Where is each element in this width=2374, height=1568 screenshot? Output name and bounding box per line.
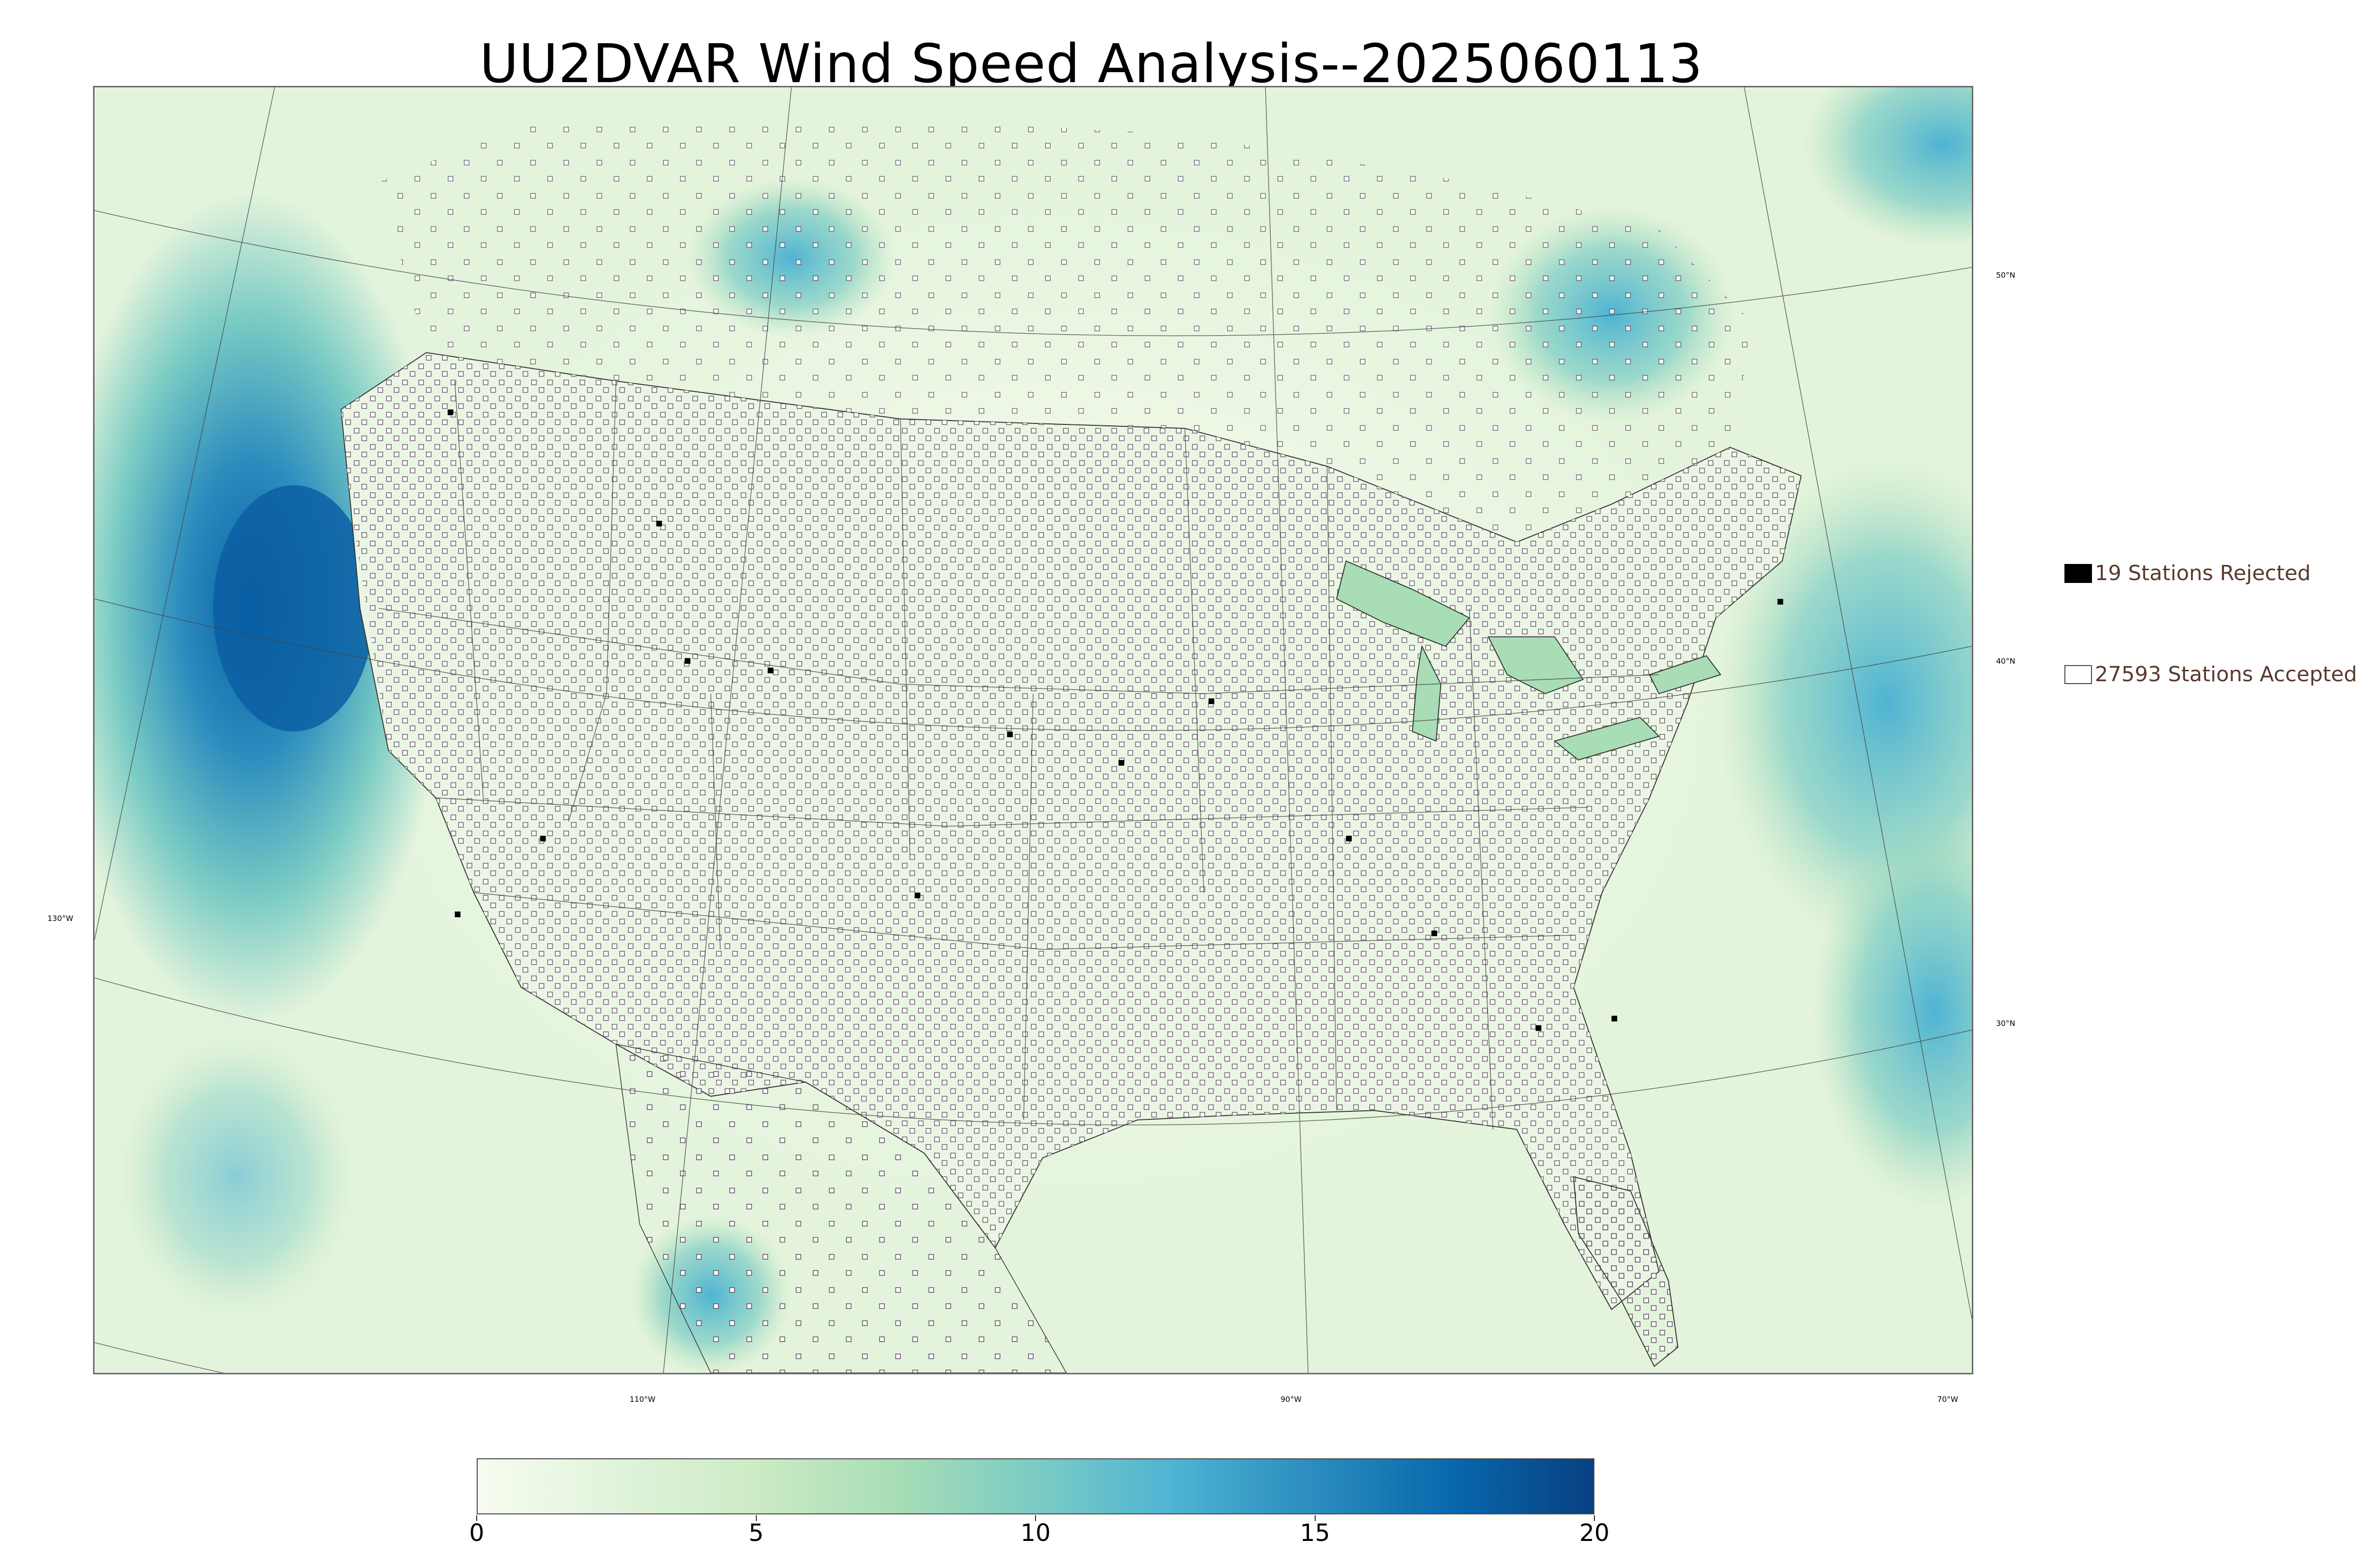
colorbar-tick-label: 15	[1300, 1519, 1330, 1547]
legend-rejected-label: 19 Stations Rejected	[2095, 561, 2311, 585]
legend-accepted-label: 27593 Stations Accepted	[2095, 662, 2357, 686]
legend-rejected: 19 Stations Rejected	[2064, 561, 2311, 585]
lon-label-70w: 70°W	[1937, 1395, 1959, 1404]
colorbar-tick-label: 5	[748, 1519, 764, 1547]
lon-label-110w: 110°W	[630, 1395, 656, 1404]
lat-label-40n: 40°N	[1996, 657, 2016, 666]
rejected-swatch	[2064, 563, 2092, 583]
wind-speed-map[interactable]	[93, 86, 1973, 1374]
colorbar-tick-mark	[1594, 1515, 1595, 1521]
map-canvas	[94, 87, 1972, 1373]
colorbar-tick-mark	[1035, 1515, 1036, 1521]
lon-label-90w: 90°W	[1281, 1395, 1302, 1404]
lon-label-130w: 130°W	[47, 914, 74, 923]
lat-label-50n: 50°N	[1996, 271, 2016, 280]
lat-label-30n: 30°N	[1996, 1019, 2016, 1028]
colorbar-tick-label: 0	[469, 1519, 484, 1547]
colorbar	[477, 1458, 1594, 1514]
colorbar-tick-label: 20	[1579, 1519, 1610, 1547]
colorbar-tick-mark	[755, 1515, 757, 1521]
legend-accepted: 27593 Stations Accepted	[2064, 662, 2357, 686]
accepted-swatch	[2064, 665, 2092, 684]
colorbar-tick-mark	[1314, 1515, 1316, 1521]
colorbar-tick-mark	[476, 1515, 477, 1521]
colorbar-tick-label: 10	[1020, 1519, 1051, 1547]
chart-title: UU2DVAR Wind Speed Analysis--2025060113	[480, 33, 1703, 95]
